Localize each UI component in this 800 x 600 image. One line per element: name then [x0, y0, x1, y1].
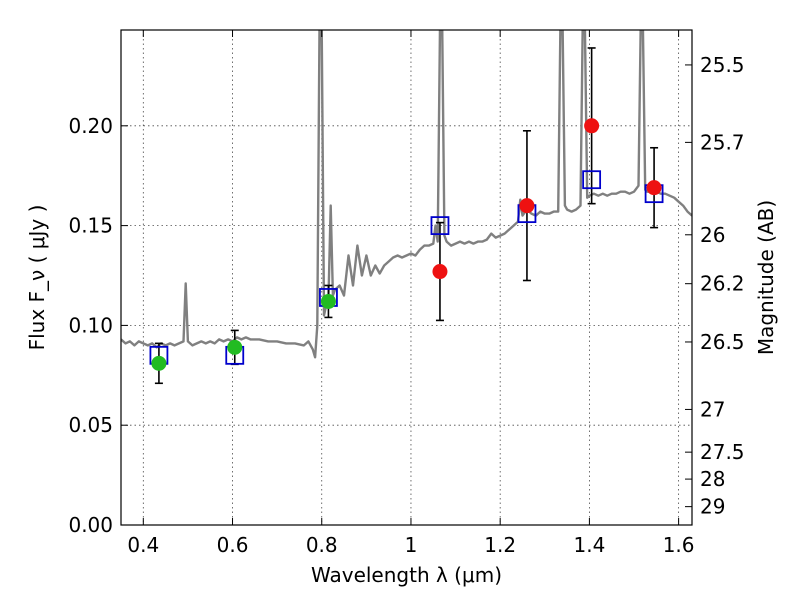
y2-tick-label: 29 — [700, 495, 725, 519]
x-tick-label: 1 — [405, 533, 418, 557]
x-tick-label: 1.2 — [484, 533, 516, 557]
y-tick-label: 0.05 — [68, 413, 113, 437]
nir-detection-point — [519, 198, 535, 214]
y-tick-label: 0.20 — [68, 114, 113, 138]
x-tick-label: 0.4 — [127, 533, 159, 557]
y-tick-label: 0.15 — [68, 214, 113, 238]
y2-tick-label: 27.5 — [700, 440, 745, 464]
model-photometry-point — [582, 170, 602, 190]
optical-detection-point — [151, 355, 167, 371]
ticks: 0.4 0.6 0.8 1 1.2 1.4 1.6 0.00 0.05 0.10 0.15 0.20 2… — [68, 30, 745, 557]
y2-axis-label: Magnitude (AB) — [754, 200, 778, 355]
y-tick-label: 0.00 — [68, 513, 113, 537]
y2-tick-label: 25.5 — [700, 53, 745, 77]
nir-detection-point — [432, 264, 448, 280]
y2-tick-label: 25.7 — [700, 130, 745, 154]
y-tick-label: 0.10 — [68, 313, 113, 337]
grid-lines — [121, 30, 692, 526]
nir-detection-point — [584, 118, 600, 134]
nir-detection-point — [646, 180, 662, 196]
y2-tick-label: 26 — [700, 223, 725, 247]
x-tick-label: 1.6 — [663, 533, 695, 557]
plot-area — [121, 30, 692, 385]
y2-tick-label: 27 — [700, 397, 725, 421]
y-axis-label: Flux F_ν ( μJy ) — [25, 205, 49, 351]
y2-tick-label: 26.2 — [700, 272, 745, 296]
optical-detection-point — [320, 293, 336, 309]
x-tick-label: 1.4 — [573, 533, 605, 557]
x-axis-label: Wavelength λ (μm) — [311, 563, 502, 587]
y2-tick-label: 28 — [700, 467, 725, 491]
x-tick-label: 0.6 — [217, 533, 249, 557]
x-tick-label: 0.8 — [306, 533, 338, 557]
model-photometry-point — [430, 216, 450, 236]
model-spectrum-line — [121, 30, 692, 359]
axes-frame — [120, 29, 693, 526]
y2-tick-label: 26.5 — [700, 330, 745, 354]
optical-detection-point — [227, 339, 243, 355]
